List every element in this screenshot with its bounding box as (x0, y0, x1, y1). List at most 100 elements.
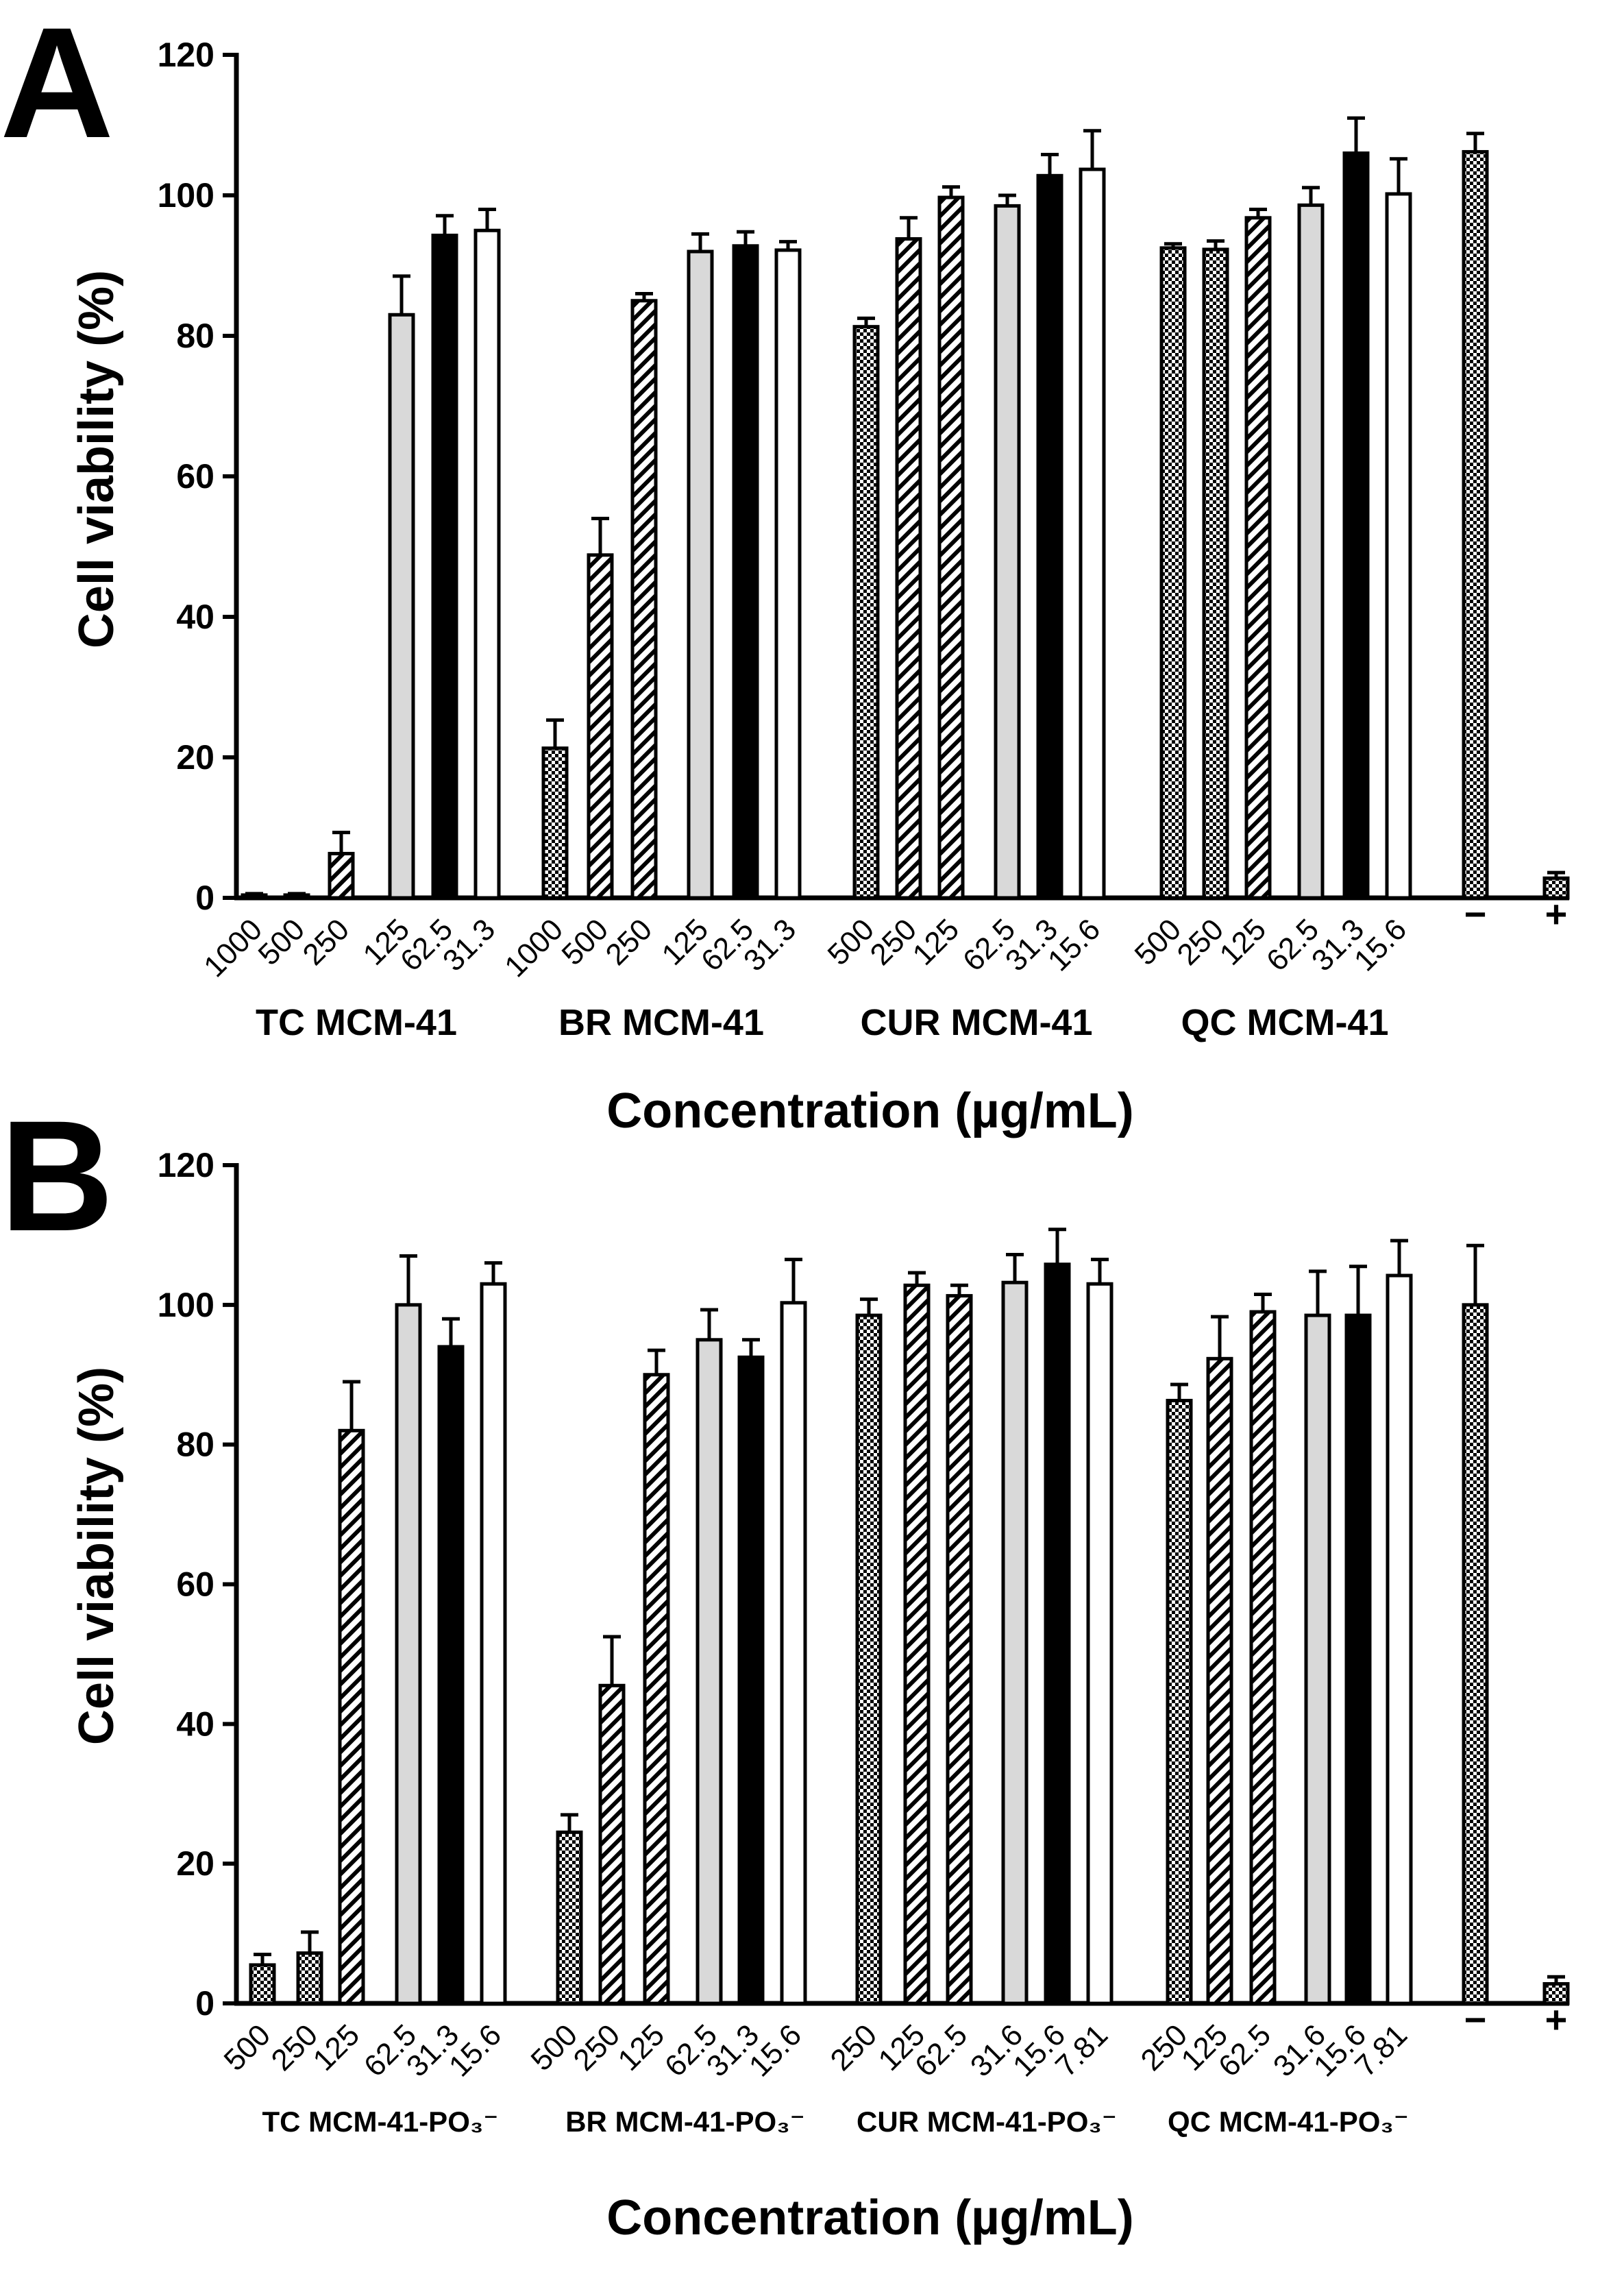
bar (643, 1373, 670, 2005)
bar (1001, 1280, 1029, 2005)
bar (1385, 192, 1412, 900)
bar (1036, 173, 1063, 900)
group-label: QC MCM-41 (1181, 1002, 1388, 1043)
y-tick-label: 60 (176, 457, 214, 496)
category-label: 62.5 (909, 2018, 974, 2083)
bar (338, 1428, 365, 2005)
y-tick-label: 120 (158, 1146, 214, 1184)
category-label: 125 (907, 912, 966, 972)
y-tick-label: 80 (176, 317, 214, 355)
bar (1079, 167, 1106, 900)
y-tick-label: 0 (195, 1984, 214, 2023)
category-label: 250 (824, 2018, 884, 2077)
panel-a-x-axis-title: Concentration (µg/mL) (606, 1084, 1133, 1138)
control-label: − (1464, 1998, 1487, 2041)
bar (1344, 1313, 1372, 2005)
bar (249, 1963, 276, 2005)
group-label: TC MCM-41 (256, 1002, 457, 1043)
bar (431, 233, 458, 900)
bar (388, 313, 415, 900)
bar (1086, 1282, 1114, 2005)
category-label: 250 (297, 912, 356, 972)
bar (994, 204, 1021, 900)
group-label: BR MCM-41-PO₃⁻ (565, 2106, 805, 2138)
category-label: 15.6 (743, 2018, 808, 2083)
group-label: BR MCM-41 (558, 1002, 764, 1043)
y-tick-label: 100 (158, 176, 214, 215)
group-label: CUR MCM-41 (860, 1002, 1092, 1043)
category-label: 62.5 (1212, 2018, 1277, 2083)
bar (1159, 246, 1187, 900)
bar (1044, 1262, 1071, 2005)
category-label: 125 (1214, 912, 1273, 972)
bar (903, 1283, 931, 2005)
category-label: 125 (307, 2018, 367, 2077)
bar (1462, 1303, 1489, 2005)
y-tick-label: 0 (195, 879, 214, 917)
bar (283, 893, 310, 900)
bar (732, 244, 759, 900)
bar (541, 746, 569, 900)
bar (598, 1683, 626, 2005)
control-label: + (1545, 1998, 1568, 2041)
y-tick-label: 40 (176, 1705, 214, 1743)
bar (1386, 1273, 1413, 2005)
y-tick-label: 100 (158, 1286, 214, 1324)
panel-letter-b: B (0, 1088, 114, 1264)
bar (556, 1830, 583, 2005)
bar (737, 1355, 765, 2005)
control-label: + (1545, 892, 1568, 936)
bar (1202, 247, 1229, 900)
bar (1304, 1313, 1331, 2005)
group-label: QC MCM-41-PO₃⁻ (1168, 2106, 1409, 2138)
bar (937, 195, 965, 900)
group-label: TC MCM-41-PO₃⁻ (262, 2106, 499, 2138)
bar (630, 299, 658, 900)
bar (480, 1282, 507, 2005)
bar (1297, 203, 1325, 900)
category-label: 500 (218, 2018, 278, 2077)
group-label: CUR MCM-41-PO₃⁻ (857, 2106, 1117, 2138)
y-tick-label: 20 (176, 1844, 214, 1883)
bar (437, 1345, 465, 2005)
bar (1462, 149, 1489, 900)
bar (852, 325, 880, 900)
bar (1244, 216, 1272, 900)
y-tick-label: 120 (158, 36, 214, 74)
bar (1542, 1981, 1570, 2005)
bar (1342, 151, 1370, 900)
bar (895, 237, 922, 900)
category-label: 125 (612, 2018, 672, 2077)
bar (296, 1951, 323, 2005)
bar (1249, 1310, 1277, 2005)
category-label: 15.6 (1348, 912, 1413, 977)
bar (1166, 1398, 1193, 2005)
bar (587, 553, 614, 900)
y-tick-label: 20 (176, 738, 214, 777)
category-label: 31.3 (737, 912, 802, 977)
category-label: 15.6 (1042, 912, 1107, 977)
bar (687, 249, 714, 900)
bar (395, 1303, 422, 2005)
bar (328, 851, 355, 900)
bar (473, 228, 501, 900)
panel-letter-a: A (0, 0, 114, 171)
bar (1206, 1356, 1233, 2005)
y-tick-label: 60 (176, 1565, 214, 1604)
y-tick-label: 80 (176, 1426, 214, 1464)
bar (855, 1313, 883, 2005)
y-tick-label: 40 (176, 598, 214, 636)
bar (946, 1294, 973, 2005)
panel-b-y-axis-title: Cell viability (%) (69, 1367, 124, 1745)
category-label: 7.81 (1049, 2018, 1114, 2083)
bar (241, 893, 268, 900)
control-label: − (1464, 892, 1487, 936)
panel-b-x-axis-title: Concentration (µg/mL) (606, 2190, 1133, 2245)
category-label: 250 (600, 912, 659, 972)
bar (774, 248, 802, 900)
category-label: 31.3 (436, 912, 502, 977)
bar (780, 1301, 807, 2005)
